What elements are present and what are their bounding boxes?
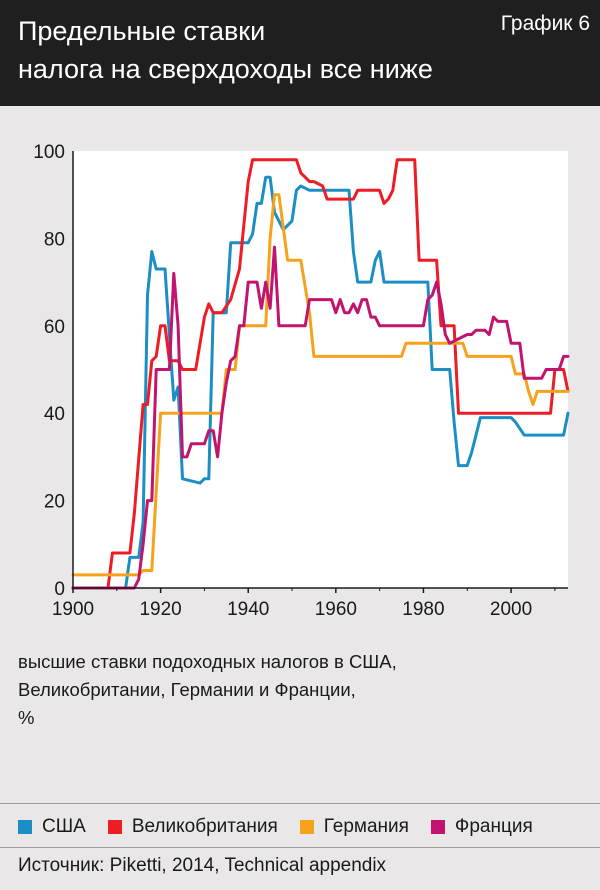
legend-item-1: США xyxy=(18,816,86,838)
chart-title-line-2: налога на сверхдоходы все ниже xyxy=(18,54,433,84)
chart-number-tag: График 6 xyxy=(500,12,590,35)
caption-line-1: высшие ставки подоходных налогов в США, xyxy=(18,651,397,672)
legend-swatch-2 xyxy=(107,820,122,834)
y-tick-label-80: 80 xyxy=(44,229,65,250)
chart-title-line-1: Предельные ставки xyxy=(18,16,266,46)
legend-label-2: Великобритания xyxy=(131,816,278,837)
header-bar: Предельные ставки налога на сверхдоходы … xyxy=(0,0,600,106)
x-tick-label-1960: 1960 xyxy=(315,599,357,620)
x-tick-label-1900: 1900 xyxy=(52,599,94,620)
x-tick-label-1980: 1980 xyxy=(402,599,444,620)
series-line-4 xyxy=(71,245,570,590)
legend-swatch-3 xyxy=(299,820,314,834)
x-tick-label-2000: 2000 xyxy=(490,599,532,620)
line-chart: 0 20 40 60 80 100 1900 1920 1940 1960 1980 2000 xyxy=(33,142,570,620)
y-tick-label-40: 40 xyxy=(44,404,65,425)
y-tick-label-100: 100 xyxy=(33,142,65,163)
legend-top-divider xyxy=(0,803,600,804)
legend-swatch-4 xyxy=(430,820,445,834)
caption-line-2: Великобритании, Германии и Франции, xyxy=(18,679,356,700)
legend-label-3: Германия xyxy=(323,816,409,837)
y-tick-label-20: 20 xyxy=(44,492,65,513)
series-line-3 xyxy=(71,193,570,577)
x-tick-label-1940: 1940 xyxy=(227,599,269,620)
series-line-2 xyxy=(71,158,570,590)
legend-item-4: Франция xyxy=(430,816,533,838)
legend-label-1: США xyxy=(42,816,86,837)
legend-item-2: Великобритания xyxy=(107,816,278,838)
caption-line-3: % xyxy=(18,707,35,728)
series-line-1 xyxy=(71,175,570,590)
legend: США Великобритания Германия Франция xyxy=(18,814,533,840)
legend-swatch-1 xyxy=(18,820,32,834)
y-tick-label-0: 0 xyxy=(54,579,65,600)
y-tick-label-60: 60 xyxy=(44,317,65,338)
legend-label-4: Франция xyxy=(454,816,533,837)
legend-bottom-divider xyxy=(0,847,600,848)
source-note: Источник: Piketti, 2014, Technical appen… xyxy=(18,855,387,876)
x-tick-label-1920: 1920 xyxy=(139,599,181,620)
chart-caption: высшие ставки подоходных налогов в США, … xyxy=(18,648,578,732)
legend-item-3: Германия xyxy=(299,816,409,838)
chart-title: Предельные ставки налога на сверхдоходы … xyxy=(18,12,458,88)
